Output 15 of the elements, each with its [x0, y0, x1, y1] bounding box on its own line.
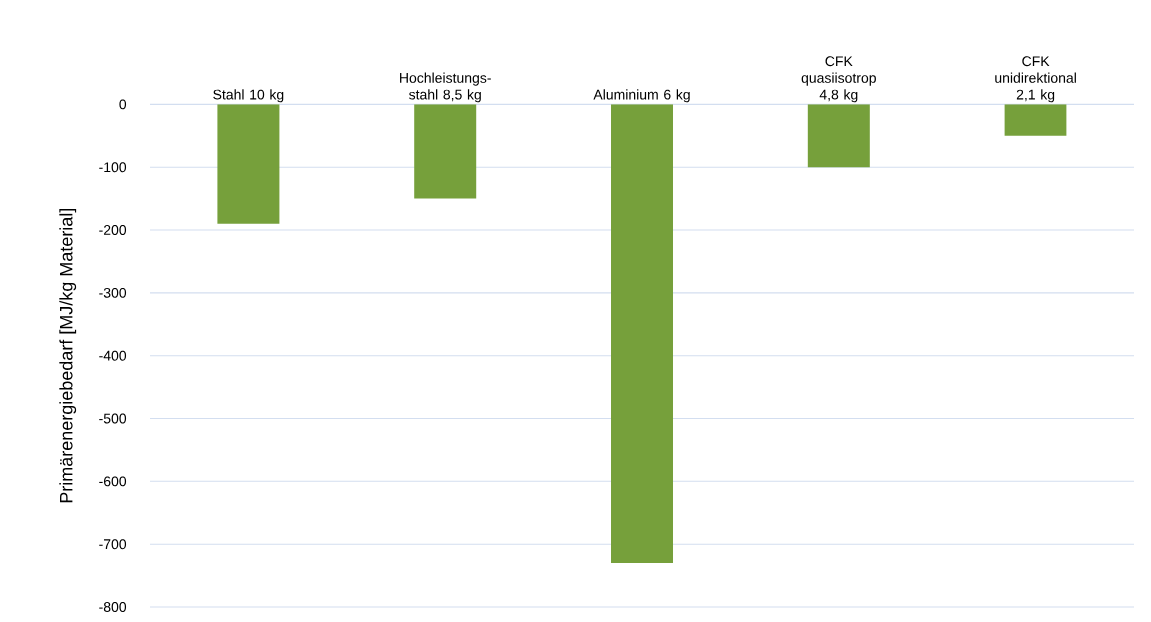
y-tick-label: -700: [99, 539, 127, 550]
y-tick-label: -200: [99, 225, 127, 235]
x-tick-label: Aluminium 6 kg: [593, 89, 690, 103]
y-tick-label: -400: [99, 350, 127, 361]
y-tick-label: -100: [99, 162, 127, 173]
x-tick-label: CFK quasiisotrop 4,8 kg: [801, 56, 876, 103]
y-tick-label: -500: [99, 413, 127, 424]
x-tick-label: CFK unidirektional 2,1 kg: [995, 56, 1076, 103]
y-axis-title: Primärenergiebedarf [MJ/kg Material]: [59, 208, 77, 503]
y-tick-label: -600: [99, 476, 127, 487]
x-tick-label: Stahl 10 kg: [213, 89, 284, 103]
y-tick-label: -300: [99, 287, 127, 298]
y-tick-label: -800: [99, 602, 127, 612]
y-tick-label: 0: [119, 99, 127, 110]
x-tick-label: Hochleistungs-stahl 8,5 kg: [400, 72, 491, 103]
